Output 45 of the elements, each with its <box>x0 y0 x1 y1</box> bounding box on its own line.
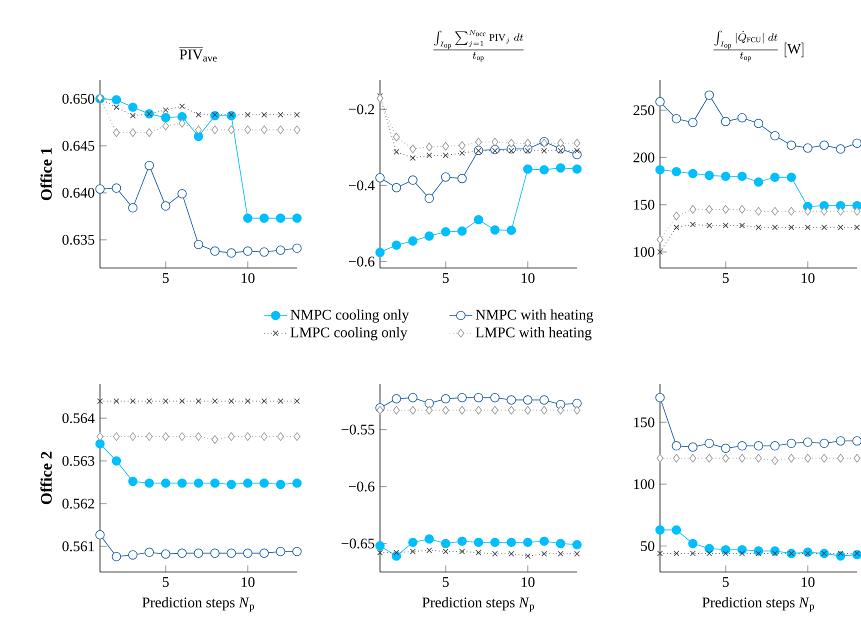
y-axis-title: Office 2 <box>40 452 52 504</box>
y-tick-label: 0.650 <box>62 94 94 104</box>
y-tick-label: −0.2 <box>348 104 374 114</box>
chart-title: $\frac{\int_{I_{\mathrm{op}}} |\dot{Q}_{\mathrm{FCU}}|\;dt}{t_{\mathrm{op}}}\ [\mathrm{W}]$ <box>714 30 804 62</box>
legend-label: LMPC with heating <box>476 327 592 340</box>
chart-title: $\overline{\mathrm{PIV}}_{\mathrm{ave}}$ <box>179 48 217 62</box>
y-tick-label: −0.4 <box>348 180 375 190</box>
y-tick-label: 0.564 <box>62 413 95 424</box>
y-tick-label: −0.65 <box>342 538 374 548</box>
chart-title: $\frac{\int_{I_{\mathrm{op}}} \sum_{j=1}^{N_{\mathrm{occ}}} \mathrm{PIV}_j\;dt}{t_{\mathrm{op}}}$ <box>433 30 524 62</box>
legend-label: NMPC cooling only <box>290 309 409 323</box>
y-tick-label: 0.561 <box>62 541 94 552</box>
y-tick-label: 0.563 <box>62 456 94 466</box>
x-tick-label: 10 <box>242 577 255 588</box>
x-tick-label: 5 <box>722 577 729 587</box>
x-tick-label: 5 <box>722 273 729 283</box>
y-tick-label: 0.635 <box>62 234 94 245</box>
y-tick-label: 0.562 <box>62 498 94 509</box>
y-tick-label: 100 <box>634 246 654 257</box>
y-tick-label: 0.645 <box>62 140 94 151</box>
legend-label: LMPC cooling only <box>290 327 408 340</box>
x-axis-title: Prediction steps N$_{p}$ <box>702 597 814 612</box>
y-tick-label: 0.640 <box>62 188 94 198</box>
x-axis-title: Prediction steps N$_{p}$ <box>142 597 254 612</box>
y-axis-title: Office 1 <box>40 148 52 200</box>
y-tick-label: 150 <box>634 417 654 428</box>
y-tick-label: 250 <box>634 105 654 116</box>
y-tick-label: −0.6 <box>348 256 374 267</box>
y-tick-label: −0.55 <box>342 424 374 435</box>
x-tick-label: 10 <box>522 577 535 588</box>
y-tick-label: 50 <box>641 541 654 551</box>
legend-label: NMPC with heating <box>476 309 594 323</box>
x-tick-label: 10 <box>802 273 815 284</box>
y-tick-label: 150 <box>634 200 654 210</box>
x-tick-label: 10 <box>522 273 535 284</box>
x-tick-label: 5 <box>162 273 169 283</box>
x-tick-label: 5 <box>442 577 449 587</box>
x-tick-label: 10 <box>242 273 255 284</box>
y-tick-label: 100 <box>634 479 654 490</box>
x-tick-label: 5 <box>442 273 449 283</box>
x-axis-title: Prediction steps N$_{p}$ <box>422 597 534 612</box>
x-tick-label: 10 <box>802 577 815 588</box>
y-tick-label: −0.6 <box>348 482 374 492</box>
x-tick-label: 5 <box>162 577 169 587</box>
y-tick-label: 200 <box>634 152 654 162</box>
